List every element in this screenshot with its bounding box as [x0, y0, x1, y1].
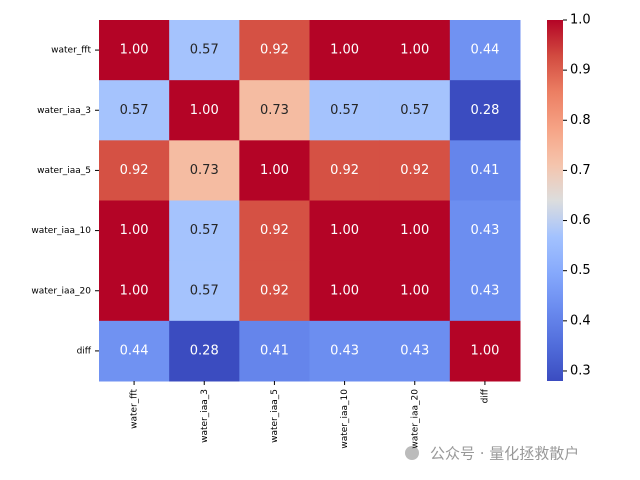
cell-label: 1.00: [400, 43, 429, 58]
heatmap-cell: [309, 140, 381, 201]
heatmap-cell: [309, 260, 381, 322]
heatmap-cell: [449, 320, 521, 382]
heatmap-cell: [449, 80, 521, 141]
y-tick-label: water_iaa_10: [31, 226, 91, 236]
y-tick-label: water_iaa_3: [37, 106, 91, 116]
cell-label: 0.41: [260, 343, 289, 358]
heatmap-cell: [309, 320, 381, 382]
heatmap-cell: [379, 140, 451, 201]
heatmap-cell: [99, 20, 170, 81]
heatmap-cell: [379, 200, 451, 262]
watermark-text: 公众号 · 量化拯救散户: [430, 445, 579, 463]
heatmap-cell: [99, 200, 170, 262]
heatmap-cell: [239, 140, 310, 201]
heatmap-cell: [309, 20, 381, 81]
heatmap-cell: [169, 200, 240, 262]
heatmap-cell: [379, 80, 451, 141]
x-tick-label: water_fft: [130, 389, 140, 429]
x-tick-label: diff: [480, 388, 490, 403]
y-tick-label: diff: [77, 346, 92, 356]
heatmap-cell: [239, 80, 310, 141]
cell-label: 0.92: [120, 163, 149, 178]
heatmap-cell: [169, 260, 240, 322]
x-tick-label: water_iaa_5: [270, 389, 280, 443]
cell-label: 0.57: [400, 103, 429, 118]
cell-label: 0.28: [470, 103, 499, 118]
cell-label: 0.43: [330, 343, 359, 358]
heatmap-cell: [379, 260, 451, 322]
cell-label: 0.57: [120, 103, 149, 118]
cell-label: 0.44: [470, 43, 499, 58]
cell-label: 0.73: [260, 103, 289, 118]
cell-label: 1.00: [120, 223, 149, 238]
colorbar-tick-label: 0.6: [570, 213, 591, 228]
heatmap-cell: [99, 80, 170, 141]
cell-label: 0.92: [400, 163, 429, 178]
cell-label: 0.73: [190, 163, 219, 178]
heatmap-cell: [99, 140, 170, 201]
cell-label: 0.43: [470, 223, 499, 238]
cell-label: 1.00: [120, 283, 149, 298]
cell-label: 1.00: [330, 283, 359, 298]
heatmap-cell: [169, 20, 240, 81]
cell-label: 1.00: [470, 343, 499, 358]
colorbar-tick-label: 0.3: [570, 363, 591, 378]
cell-label: 1.00: [120, 43, 149, 58]
x-tick-label: water_iaa_10: [340, 389, 350, 449]
heatmap-cell: [99, 260, 170, 322]
colorbar-tick-label: 0.7: [570, 163, 591, 178]
heatmap-cell: [239, 320, 310, 382]
heatmap-cell: [379, 20, 451, 81]
colorbar-tick-label: 0.4: [570, 313, 591, 328]
heatmap-cell: [239, 200, 310, 262]
heatmap-cell: [379, 320, 451, 382]
y-tick-label: water_fft: [51, 46, 91, 56]
heatmap-cell: [449, 140, 521, 201]
heatmap-cell: [239, 20, 310, 81]
cell-label: 0.43: [400, 343, 429, 358]
heatmap-cell: [239, 260, 310, 322]
cell-label: 1.00: [330, 223, 359, 238]
colorbar-tick-label: 0.8: [570, 113, 591, 128]
x-tick-label: water_iaa_20: [410, 389, 420, 449]
cell-label: 0.57: [330, 103, 359, 118]
colorbar-tick-label: 0.9: [570, 63, 591, 78]
cell-label: 0.92: [260, 223, 289, 238]
heatmap-cell: [169, 320, 240, 382]
cell-label: 0.57: [190, 223, 219, 238]
cell-label: 0.92: [260, 283, 289, 298]
watermark: 公众号 · 量化拯救散户: [405, 445, 579, 463]
cell-label: 0.41: [470, 163, 499, 178]
x-tick-label: water_iaa_3: [200, 389, 210, 443]
watermark-icon: [405, 446, 419, 460]
cell-label: 0.43: [470, 283, 499, 298]
cell-label: 1.00: [400, 283, 429, 298]
heatmap-cell: [309, 80, 381, 141]
heatmap-cell: [169, 80, 240, 141]
heatmap-cell: [99, 320, 170, 382]
y-tick-label: water_iaa_20: [31, 286, 91, 296]
heatmap-cell: [169, 140, 240, 201]
colorbar-tick-label: 1.0: [570, 13, 591, 28]
cell-label: 0.57: [190, 43, 219, 58]
cell-label: 0.92: [330, 163, 359, 178]
cell-label: 0.57: [190, 283, 219, 298]
heatmap-cell: [449, 20, 521, 81]
cell-label: 0.92: [260, 43, 289, 58]
cell-label: 1.00: [260, 163, 289, 178]
heatmap-cell: [309, 200, 381, 262]
cell-label: 0.44: [120, 343, 149, 358]
cell-label: 1.00: [330, 43, 359, 58]
colorbar-tick-label: 0.5: [570, 263, 591, 278]
cell-label: 1.00: [190, 103, 219, 118]
heatmap-cell: [449, 260, 521, 322]
cell-label: 1.00: [400, 223, 429, 238]
cell-label: 0.28: [190, 343, 219, 358]
y-tick-label: water_iaa_5: [37, 166, 91, 176]
colorbar: [547, 20, 563, 381]
heatmap-cell: [449, 200, 521, 262]
